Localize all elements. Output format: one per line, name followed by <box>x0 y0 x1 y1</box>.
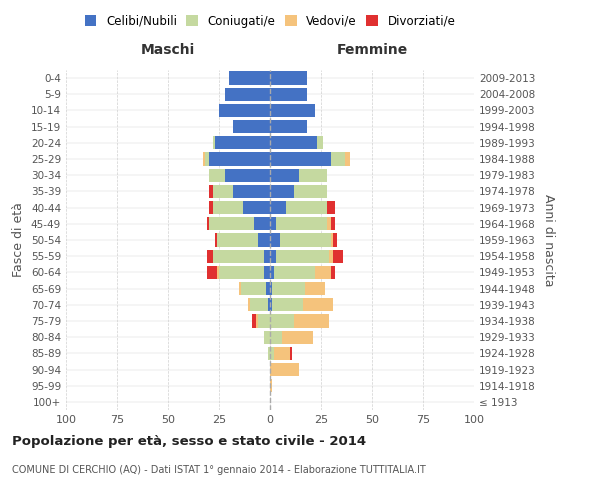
Text: Popolazione per età, sesso e stato civile - 2014: Popolazione per età, sesso e stato civil… <box>12 435 366 448</box>
Bar <box>209 185 213 198</box>
Bar <box>244 201 270 214</box>
Text: Femmine: Femmine <box>337 43 407 57</box>
Bar <box>276 217 327 230</box>
Bar <box>258 234 270 246</box>
Bar <box>327 201 335 214</box>
Bar <box>333 250 343 263</box>
Bar <box>270 217 276 230</box>
Text: COMUNE DI CERCHIO (AQ) - Dati ISTAT 1° gennaio 2014 - Elaborazione TUTTITALIA.IT: COMUNE DI CERCHIO (AQ) - Dati ISTAT 1° g… <box>12 465 426 475</box>
Bar <box>290 346 292 360</box>
Bar <box>331 152 346 166</box>
Bar <box>207 250 213 263</box>
Bar <box>258 314 270 328</box>
Bar <box>286 201 327 214</box>
Bar <box>282 330 313 344</box>
Bar <box>274 266 315 279</box>
Bar <box>295 314 329 328</box>
Bar <box>270 266 274 279</box>
Bar <box>205 152 209 166</box>
Bar <box>233 120 270 134</box>
Bar <box>270 201 286 214</box>
Bar <box>331 266 335 279</box>
Y-axis label: Fasce di età: Fasce di età <box>13 202 25 278</box>
Bar <box>270 298 272 312</box>
Bar <box>254 217 270 230</box>
Bar <box>225 88 270 101</box>
Bar <box>270 104 315 117</box>
Bar <box>270 168 299 182</box>
Bar <box>272 282 305 295</box>
Bar <box>270 282 272 295</box>
Bar <box>299 168 327 182</box>
Bar <box>270 314 295 328</box>
Bar <box>233 185 270 198</box>
Bar <box>213 136 215 149</box>
Bar <box>209 152 270 166</box>
Bar <box>248 298 250 312</box>
Bar <box>251 314 256 328</box>
Bar <box>270 152 331 166</box>
Bar <box>329 250 333 263</box>
Bar <box>270 234 280 246</box>
Bar <box>270 185 295 198</box>
Bar <box>331 217 335 230</box>
Bar <box>207 217 209 230</box>
Bar <box>305 282 325 295</box>
Bar <box>207 266 217 279</box>
Bar <box>215 136 270 149</box>
Bar <box>213 185 233 198</box>
Bar <box>268 298 270 312</box>
Bar <box>213 250 264 263</box>
Bar <box>327 217 331 230</box>
Bar <box>219 266 264 279</box>
Bar <box>302 298 333 312</box>
Bar <box>209 217 254 230</box>
Bar <box>270 88 307 101</box>
Bar <box>270 363 299 376</box>
Bar <box>331 234 333 246</box>
Bar <box>241 282 266 295</box>
Bar <box>270 120 307 134</box>
Bar <box>229 72 270 85</box>
Bar <box>209 168 225 182</box>
Bar <box>264 250 270 263</box>
Bar <box>217 234 258 246</box>
Bar <box>250 298 268 312</box>
Bar <box>295 185 327 198</box>
Bar <box>315 266 331 279</box>
Y-axis label: Anni di nascita: Anni di nascita <box>542 194 555 286</box>
Bar <box>209 201 213 214</box>
Bar <box>264 330 270 344</box>
Bar <box>256 314 258 328</box>
Bar <box>333 234 337 246</box>
Bar <box>317 136 323 149</box>
Bar <box>270 136 317 149</box>
Bar <box>264 266 270 279</box>
Bar <box>266 282 270 295</box>
Bar <box>219 104 270 117</box>
Bar <box>346 152 350 166</box>
Bar <box>239 282 241 295</box>
Bar <box>225 168 270 182</box>
Bar <box>270 346 274 360</box>
Bar <box>270 330 282 344</box>
Bar <box>217 266 219 279</box>
Bar <box>213 201 244 214</box>
Legend: Celibi/Nubili, Coniugati/e, Vedovi/e, Divorziati/e: Celibi/Nubili, Coniugati/e, Vedovi/e, Di… <box>85 14 455 28</box>
Text: Maschi: Maschi <box>141 43 195 57</box>
Bar <box>276 250 329 263</box>
Bar <box>203 152 205 166</box>
Bar <box>270 250 276 263</box>
Bar <box>270 379 272 392</box>
Bar <box>280 234 331 246</box>
Bar <box>268 346 270 360</box>
Bar <box>270 72 307 85</box>
Bar <box>274 346 290 360</box>
Bar <box>215 234 217 246</box>
Bar <box>272 298 302 312</box>
